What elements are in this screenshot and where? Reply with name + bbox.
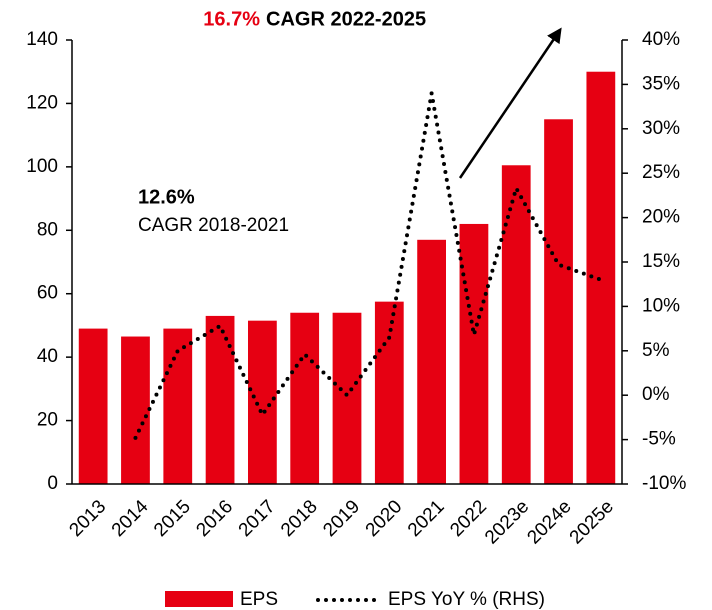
legend-label: EPS [240,589,278,610]
bar [417,239,446,484]
y-tick-label: 80 [37,219,58,240]
y2-tick-label: 30% [642,118,680,139]
x-tick-label: 2014 [108,496,153,541]
x-tick-label: 2023e [481,496,533,548]
y-tick-label: 100 [26,156,58,177]
bar [248,320,277,484]
x-tick-label: 2019 [319,496,364,541]
y-tick-label: 40 [37,346,58,367]
bar [544,119,573,485]
legend-swatch [165,591,233,607]
x-tick-label: 2016 [192,496,237,541]
bar [459,223,489,484]
annotation: 12.6% [138,186,195,208]
y2-tick-label: 25% [642,162,680,183]
y-tick-label: 20 [37,410,58,431]
y2-tick-label: -5% [642,429,676,450]
bar [290,312,320,484]
bar [501,165,531,484]
x-tick-label: 2021 [404,496,449,541]
annotation: CAGR 2022-2025 [266,8,426,30]
y2-tick-label: 0% [642,384,670,405]
y-tick-label: 60 [37,283,58,304]
x-tick-label: 2015 [150,496,195,541]
x-tick-label: 2020 [362,496,407,541]
y2-tick-label: 15% [642,251,680,272]
bar [205,315,235,484]
bar [121,336,150,484]
bar [332,312,362,484]
y2-tick-label: 5% [642,340,670,361]
bar [374,301,404,484]
arrow [458,27,562,179]
legend: EPS EPS YoY % (RHS) [165,589,545,610]
line [133,92,603,440]
x-tick-label: 2024e [523,496,575,548]
legend-label: EPS YoY % (RHS) [388,589,545,610]
x-tick-label: 2025e [566,496,618,548]
bar [163,328,193,484]
y2-tick-label: 20% [642,207,680,228]
y-tick-label: 120 [26,92,58,113]
y2-tick-label: 35% [642,73,680,94]
annotation: 16.7% [203,8,260,30]
x-tick-label: 2018 [277,496,322,541]
bar [78,328,108,484]
plot [78,71,616,485]
x-tick-label: 2013 [65,496,110,541]
y2-tick-label: -10% [642,473,686,494]
x-tick-label: 2017 [235,496,280,541]
y2-tick-label: 10% [642,295,680,316]
y-tick-label: 0 [47,473,58,494]
annotation: CAGR 2018-2021 [138,215,289,236]
y2-tick-label: 40% [642,29,680,50]
y-tick-label: 140 [26,29,58,50]
